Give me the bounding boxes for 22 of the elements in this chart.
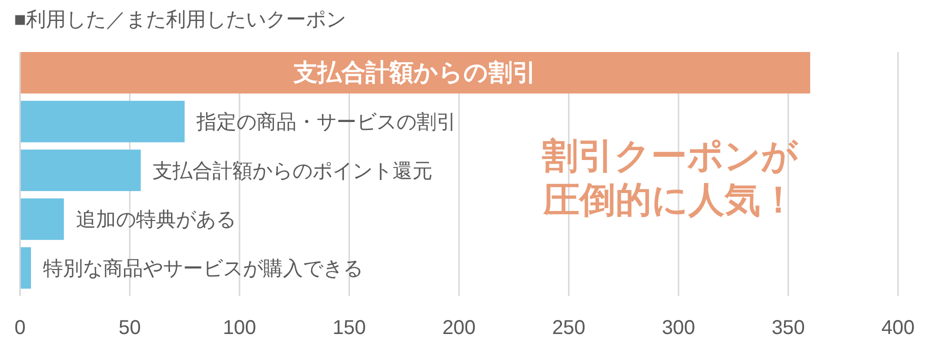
bar (20, 198, 64, 240)
y-tick-label: 追加の特典がある (76, 209, 236, 232)
x-tick-label: 250 (552, 317, 586, 339)
x-tick-label: 350 (772, 317, 805, 339)
x-tick-label: 150 (332, 317, 366, 339)
y-tick-label: 指定の商品・サービスの割引 (196, 112, 457, 134)
bar (20, 247, 31, 289)
x-tick-label: 200 (442, 317, 476, 339)
annotation: 圧倒的に人気！ (542, 179, 796, 220)
x-tick-label: 0 (14, 317, 26, 339)
x-tick-label: 100 (222, 317, 256, 339)
x-tick-label: 300 (662, 317, 696, 339)
x-tick-label: 400 (881, 317, 915, 339)
chart-title: ■利用した／また利用したいクーポン (14, 9, 346, 31)
y-tick-label: 特別な商品やサービスが購入できる (42, 258, 363, 280)
annotation: 割引クーポンが (542, 135, 799, 176)
bar (20, 100, 185, 142)
y-tick-label: 支払合計額からの割引 (292, 60, 537, 87)
bar (20, 52, 810, 94)
bar (20, 150, 141, 192)
y-tick-label: 支払合計額からのポイント還元 (152, 160, 433, 182)
x-tick-label: 50 (118, 317, 141, 339)
